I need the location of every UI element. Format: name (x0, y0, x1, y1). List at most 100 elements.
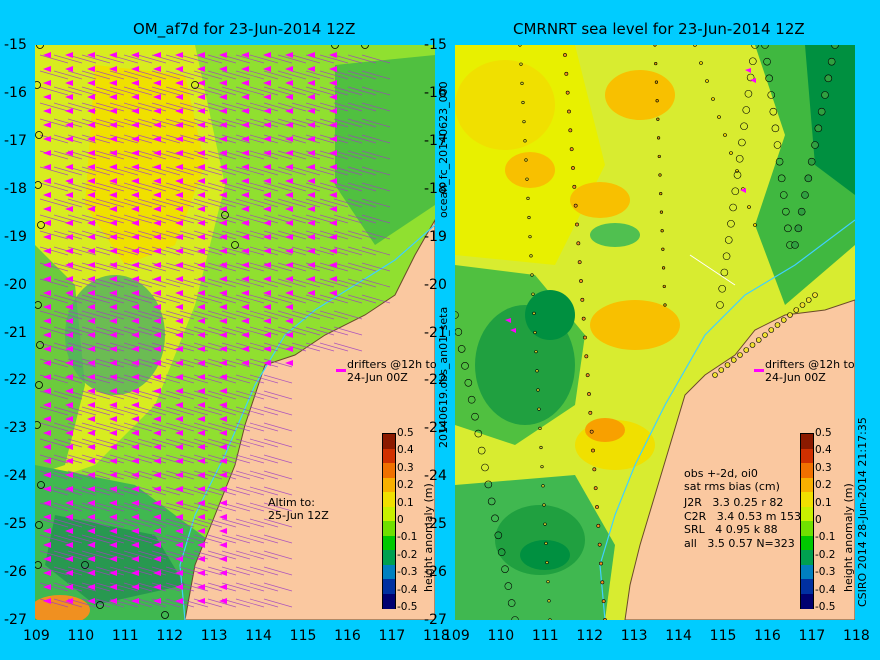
colorbar-tick-label: 0.1 (397, 496, 414, 509)
right-drifters-line1: drifters @12h to (765, 358, 855, 371)
colorbar-swatch (801, 448, 813, 464)
x-tick-label: 115 (289, 628, 317, 644)
x-tick-label: 117 (378, 628, 406, 644)
colorbar-swatch (383, 506, 395, 522)
y-tick-label: -17 (4, 132, 27, 149)
y-tick-label: -24 (424, 468, 447, 485)
colorbar-tick-label: 0.3 (397, 461, 414, 474)
x-tick-label: 111 (111, 628, 139, 644)
left-drifters-line2: 24-Jun 00Z (347, 371, 408, 384)
left-drifters-line1: drifters @12h to (347, 358, 437, 371)
x-tick-label: 109 (23, 628, 50, 644)
obs-id-label: 20140619.obs_an01_seta (437, 306, 450, 448)
colorbar-tick-label: 0.1 (815, 496, 832, 509)
colorbar-tick-label: 0.2 (815, 479, 832, 492)
y-tick-label: -27 (4, 612, 27, 628)
stats-row-c2r: C2R 3.4 0.53 m 153 (684, 510, 801, 523)
y-tick-label: -24 (4, 468, 27, 485)
right-colorbar-label: height anomaly (m) (842, 483, 855, 592)
x-tick-label: 116 (754, 628, 781, 644)
y-tick-label: -17 (424, 132, 447, 149)
colorbar-tick-label: -0.5 (397, 601, 418, 613)
colorbar-tick-label: -0.1 (815, 531, 836, 544)
y-tick-label: -26 (4, 564, 27, 581)
colorbar-swatch (801, 521, 813, 536)
colorbar-swatch (801, 434, 813, 449)
right-drifters-line2: 24-Jun 00Z (765, 371, 826, 384)
left-panel-title: OM_af7d for 23-Jun-2014 12Z (133, 20, 356, 38)
left-map-panel (35, 45, 435, 620)
y-tick-label: -19 (424, 228, 447, 245)
left-colorbar (382, 433, 396, 609)
colorbar-tick-label: 0 (397, 514, 404, 526)
left-altim-line2: 25-Jun 12Z (268, 509, 329, 522)
colorbar-swatch (383, 477, 395, 493)
y-tick-label: -23 (424, 420, 447, 437)
x-tick-label: 114 (665, 628, 692, 644)
colorbar-tick-label: -0.5 (815, 601, 836, 613)
colorbar-swatch (383, 448, 395, 464)
right-map-panel (455, 45, 855, 620)
stats-row-srl: SRL 4 0.95 k 88 (684, 523, 778, 536)
colorbar-swatch (383, 564, 395, 580)
colorbar-swatch (801, 579, 813, 594)
colorbar-tick-label: 0.5 (397, 427, 414, 439)
y-tick-label: -18 (4, 180, 27, 197)
colorbar-swatch (801, 506, 813, 522)
y-tick-label: -21 (424, 324, 447, 341)
colorbar-swatch (383, 463, 395, 478)
colorbar-swatch (383, 593, 395, 609)
x-tick-label: 111 (531, 628, 559, 644)
left-altim-line1: Altim to: (268, 496, 315, 509)
colorbar-tick-label: 0.3 (815, 461, 832, 474)
right-drifter-legend-arrow (754, 369, 764, 372)
left-map-svg (35, 45, 435, 620)
colorbar-swatch (383, 434, 395, 449)
y-tick-label: -18 (424, 180, 447, 197)
colorbar-tick-label: 0 (815, 514, 822, 526)
forecast-id-label: ocean_fc_20140623_000 (437, 81, 450, 218)
copyright-label: CSIRO 2014 28-Jun-2014 21:17:35 (856, 417, 869, 607)
y-tick-label: -23 (4, 420, 27, 437)
colorbar-swatch (801, 550, 813, 565)
x-tick-label: 113 (200, 628, 228, 644)
left-colorbar-label: height anomaly (m) (422, 483, 435, 592)
y-tick-label: -25 (4, 516, 27, 533)
x-tick-label: 112 (156, 628, 184, 644)
colorbar-tick-label: -0.3 (397, 566, 418, 579)
x-tick-label: 110 (487, 628, 515, 644)
colorbar-swatch (801, 463, 813, 478)
australia-landmass (184, 218, 435, 620)
colorbar-swatch (801, 593, 813, 609)
colorbar-swatch (383, 535, 395, 551)
y-tick-label: -26 (424, 564, 447, 581)
x-tick-label: 115 (709, 628, 737, 644)
colorbar-swatch (801, 535, 813, 551)
colorbar-tick-label: 0.2 (397, 479, 414, 492)
right-panel-title: CMRNRT sea level for 23-Jun-2014 12Z (513, 20, 805, 38)
colorbar-tick-label: -0.1 (397, 531, 418, 544)
x-tick-label: 112 (576, 628, 604, 644)
colorbar-swatch (383, 579, 395, 594)
colorbar-tick-label: -0.2 (397, 548, 418, 561)
x-tick-label: 117 (798, 628, 826, 644)
right-map-svg (455, 45, 855, 620)
colorbar-swatch (801, 492, 813, 507)
y-tick-label: -16 (424, 84, 447, 101)
colorbar-swatch (383, 521, 395, 536)
y-tick-label: -21 (4, 324, 27, 341)
colorbar-swatch (383, 492, 395, 507)
altimeter-track-points-right (455, 45, 839, 620)
y-tick-label: -15 (4, 37, 27, 53)
y-tick-label: -25 (424, 516, 447, 533)
y-tick-label: -20 (424, 276, 447, 293)
colorbar-tick-label: -0.3 (815, 566, 836, 579)
colorbar-swatch (801, 564, 813, 580)
y-tick-label: -15 (424, 37, 447, 53)
x-tick-label: 109 (443, 628, 470, 644)
stats-header1: obs +-2d, oi0 (684, 467, 758, 480)
y-tick-label: -20 (4, 276, 27, 293)
australia-landmass-right (624, 299, 855, 620)
stats-row-all: all 3.5 0.57 N=323 (684, 537, 795, 550)
y-tick-label: -19 (4, 228, 27, 245)
